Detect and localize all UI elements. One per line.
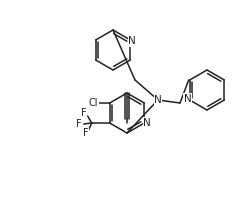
Text: N: N <box>143 118 151 128</box>
Text: N: N <box>128 36 136 46</box>
Text: F: F <box>76 119 81 129</box>
Text: N: N <box>184 94 192 104</box>
Text: Cl: Cl <box>89 98 98 108</box>
Text: F: F <box>83 128 89 138</box>
Text: F: F <box>81 108 87 118</box>
Text: N: N <box>154 95 162 105</box>
